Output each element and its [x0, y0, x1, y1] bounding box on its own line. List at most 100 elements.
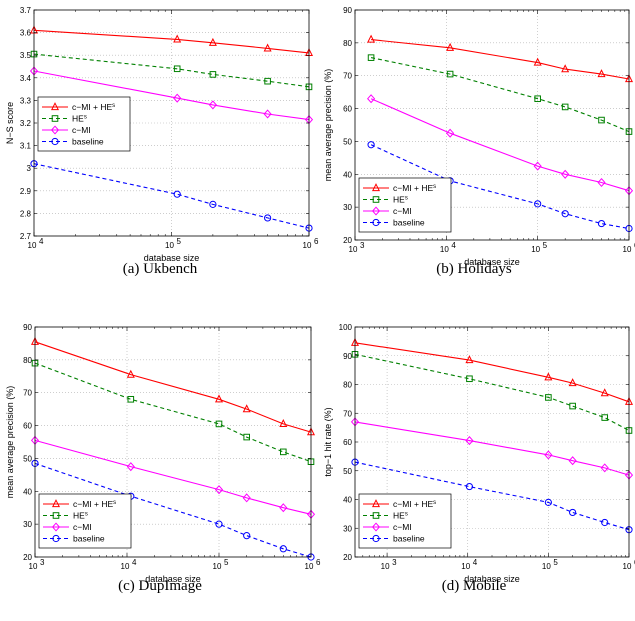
legend-marker	[50, 102, 60, 111]
data-point	[242, 493, 251, 503]
y-tick-label: 3.1	[20, 142, 32, 151]
series-line	[370, 144, 630, 230]
data-point	[208, 100, 217, 110]
x-tick-exponent: 5	[543, 241, 548, 250]
data-point	[367, 34, 376, 43]
y-axis-label: mean average precision (%)	[5, 386, 15, 499]
x-axis-label: database size	[464, 257, 520, 267]
x-tick-label: 10	[121, 562, 130, 571]
data-point	[544, 372, 553, 381]
legend-label: baseline	[72, 137, 104, 147]
data-point	[465, 482, 474, 491]
x-axis-label: database size	[145, 574, 201, 584]
y-tick-label: 50	[23, 454, 32, 463]
data-point	[173, 65, 181, 73]
panel-caption: (a) Ukbench	[123, 261, 198, 277]
plot-frame	[354, 9, 630, 241]
data-point	[597, 177, 606, 188]
x-tick-exponent: 3	[40, 558, 45, 567]
legend-marker	[372, 534, 380, 543]
x-tick-label: 10	[165, 241, 174, 250]
legend-label: baseline	[73, 534, 105, 544]
y-tick-label: 20	[23, 553, 32, 562]
data-point	[126, 369, 135, 378]
data-point	[263, 109, 272, 119]
data-point	[263, 43, 272, 52]
panel-caption: (d) Mobile	[442, 578, 507, 594]
y-tick-label: 50	[343, 467, 352, 476]
y-tick-label: 2.8	[20, 209, 32, 218]
legend-label: HEs	[393, 195, 408, 205]
data-point	[173, 190, 181, 198]
data-point	[465, 436, 474, 446]
series-square	[351, 351, 633, 434]
legend-marker	[52, 512, 60, 519]
y-tick-label: 70	[343, 72, 352, 81]
x-tick-exponent: 6	[316, 558, 321, 567]
legend-label: c−MI + HEs	[393, 499, 436, 509]
legend-label: c−MI	[393, 522, 412, 532]
x-tick-label: 10	[531, 245, 540, 254]
x-tick-label: 10	[623, 562, 632, 571]
data-point	[601, 518, 609, 527]
data-point	[279, 545, 287, 553]
x-tick-label: 10	[213, 562, 222, 571]
data-point	[127, 395, 135, 403]
x-tick-exponent: 4	[473, 558, 478, 567]
x-tick-exponent: 4	[132, 558, 137, 567]
legend-marker	[371, 183, 381, 192]
data-point	[264, 77, 271, 85]
series-line	[354, 421, 630, 476]
legend-marker	[50, 125, 60, 135]
data-point	[466, 375, 473, 383]
y-tick-label: 3.6	[20, 29, 32, 38]
x-tick-label: 10	[623, 245, 632, 254]
y-tick-label: 2.7	[20, 232, 32, 241]
legend-marker	[371, 522, 381, 532]
chart-panel-4: 2030405060708090100103104105106database …	[323, 323, 635, 594]
y-tick-label: 60	[343, 105, 352, 114]
y-tick-label: 3	[27, 164, 32, 173]
series-line	[354, 342, 630, 403]
data-point	[534, 200, 542, 208]
legend-label: c−MI + HEs	[72, 102, 115, 112]
legend-label: baseline	[393, 534, 425, 544]
data-point	[545, 394, 552, 401]
y-tick-label: 60	[23, 422, 32, 431]
y-tick-label: 50	[343, 137, 352, 146]
legend-label: c−MI	[72, 125, 91, 135]
data-point	[598, 116, 605, 124]
data-point	[209, 200, 217, 208]
data-point	[242, 404, 251, 413]
plot-frame	[34, 326, 312, 558]
series-line	[34, 341, 312, 433]
x-tick-label: 10	[349, 245, 358, 254]
data-point	[279, 503, 288, 513]
y-tick-label: 90	[343, 352, 352, 361]
legend-label: c−MI + HEs	[393, 183, 436, 193]
series-square	[367, 54, 633, 135]
y-axis-label: mean average precision (%)	[323, 69, 333, 182]
data-point	[367, 94, 376, 104]
y-tick-label: 40	[343, 496, 352, 505]
data-point	[446, 42, 455, 51]
legend-marker	[51, 137, 59, 146]
x-tick-label: 10	[303, 241, 312, 250]
data-point	[367, 141, 375, 149]
series-line	[370, 57, 630, 133]
series-line	[370, 98, 630, 192]
legend-marker	[51, 115, 59, 122]
data-point	[561, 103, 569, 111]
series-line	[371, 39, 630, 80]
data-point	[214, 394, 224, 403]
y-tick-label: 30	[343, 203, 352, 212]
x-tick-exponent: 4	[39, 237, 44, 246]
y-tick-label: 30	[23, 520, 32, 529]
legend-label: baseline	[393, 218, 425, 228]
data-point	[215, 520, 223, 528]
data-point	[243, 532, 251, 540]
